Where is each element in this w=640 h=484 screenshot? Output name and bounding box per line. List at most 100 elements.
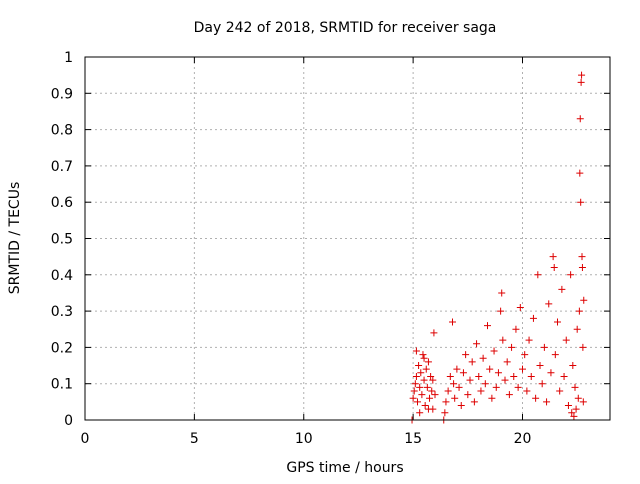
data-point	[409, 394, 417, 402]
data-point	[417, 369, 425, 377]
data-point	[575, 307, 583, 315]
y-tick-label: 1	[64, 50, 73, 66]
data-point	[426, 394, 434, 402]
x-tick-label: 0	[81, 431, 90, 447]
data-point	[412, 372, 420, 380]
data-point	[578, 253, 586, 261]
data-point	[532, 394, 540, 402]
data-point	[453, 365, 461, 373]
data-point	[551, 351, 559, 359]
data-point	[556, 387, 564, 395]
data-point	[470, 398, 478, 406]
data-point	[449, 318, 456, 326]
y-tick-label: 0.2	[51, 340, 73, 356]
data-point	[416, 409, 424, 417]
y-tick-label: 0.8	[51, 123, 73, 139]
y-tick-label: 0.5	[51, 232, 73, 248]
data-point	[446, 372, 454, 380]
data-point	[422, 365, 430, 373]
data-point	[529, 314, 537, 322]
data-point	[578, 71, 586, 79]
y-tick-label: 0.3	[51, 304, 73, 320]
grid-layer	[85, 57, 610, 420]
data-point	[547, 369, 555, 377]
data-point	[570, 412, 578, 420]
data-point	[459, 369, 467, 377]
y-tick-label: 0.1	[51, 377, 73, 393]
data-point	[444, 387, 452, 395]
data-point	[490, 347, 498, 355]
data-point	[516, 303, 524, 311]
data-point	[499, 336, 507, 344]
y-tick-label: 0	[64, 413, 73, 429]
data-point	[498, 289, 506, 297]
data-point	[486, 365, 494, 373]
data-point	[580, 296, 588, 304]
data-point	[455, 383, 463, 391]
data-point	[462, 351, 470, 359]
x-axis-label: GPS time / hours	[286, 460, 403, 476]
x-tick-label: 10	[295, 431, 313, 447]
plot-frame	[84, 56, 611, 421]
data-point	[441, 409, 449, 417]
tick-labels: 0 5 10 15 20 0 0.1 0.2 0.3 0.4 0.5 0.6 0.7 0.8 0.9 1	[51, 50, 532, 447]
data-point	[576, 115, 584, 123]
y-tick-label: 0.7	[51, 159, 73, 175]
data-point	[473, 340, 481, 348]
data-point	[420, 376, 428, 384]
data-point	[540, 343, 548, 351]
data-point	[488, 394, 496, 402]
data-point	[427, 372, 435, 380]
x-tick-label: 15	[404, 431, 422, 447]
data-point	[527, 372, 535, 380]
data-point	[568, 409, 576, 417]
data-point	[577, 78, 585, 86]
data-point	[410, 387, 418, 395]
data-point	[420, 354, 428, 362]
data-point	[579, 398, 587, 406]
data-point	[523, 387, 531, 395]
data-point	[545, 300, 553, 308]
data-point	[421, 401, 429, 409]
data-point	[536, 362, 544, 370]
data-point	[567, 271, 575, 279]
data-point	[543, 398, 551, 406]
data-point	[451, 394, 459, 402]
data-point	[571, 383, 579, 391]
data-point	[442, 398, 450, 406]
data-point	[414, 398, 421, 406]
data-point	[450, 380, 458, 388]
y-tick-label: 0.6	[51, 195, 73, 211]
data-point	[569, 362, 577, 370]
data-point	[538, 380, 546, 388]
data-point	[428, 387, 436, 395]
data-point	[505, 391, 513, 399]
data-point	[534, 271, 542, 279]
data-point	[429, 376, 437, 384]
data-point	[466, 376, 474, 384]
data-point	[512, 325, 520, 333]
data-point	[477, 387, 485, 395]
data-point	[457, 401, 465, 409]
data-point	[573, 325, 581, 333]
data-point	[564, 401, 572, 409]
data-point	[576, 169, 584, 177]
data-point	[424, 358, 432, 366]
data-point	[572, 405, 580, 413]
data-point	[419, 351, 427, 359]
data-point	[484, 322, 491, 330]
x-tick-label: 5	[190, 431, 199, 447]
data-point	[423, 383, 431, 391]
data-points	[408, 71, 588, 424]
y-axis-label: SRMTID / TECUs	[7, 182, 23, 295]
data-point	[418, 391, 426, 399]
data-point	[494, 369, 502, 377]
data-point	[468, 358, 476, 366]
data-point	[497, 307, 505, 315]
data-point	[415, 362, 423, 370]
data-point	[416, 383, 424, 391]
data-point	[562, 336, 570, 344]
data-point	[464, 391, 472, 399]
